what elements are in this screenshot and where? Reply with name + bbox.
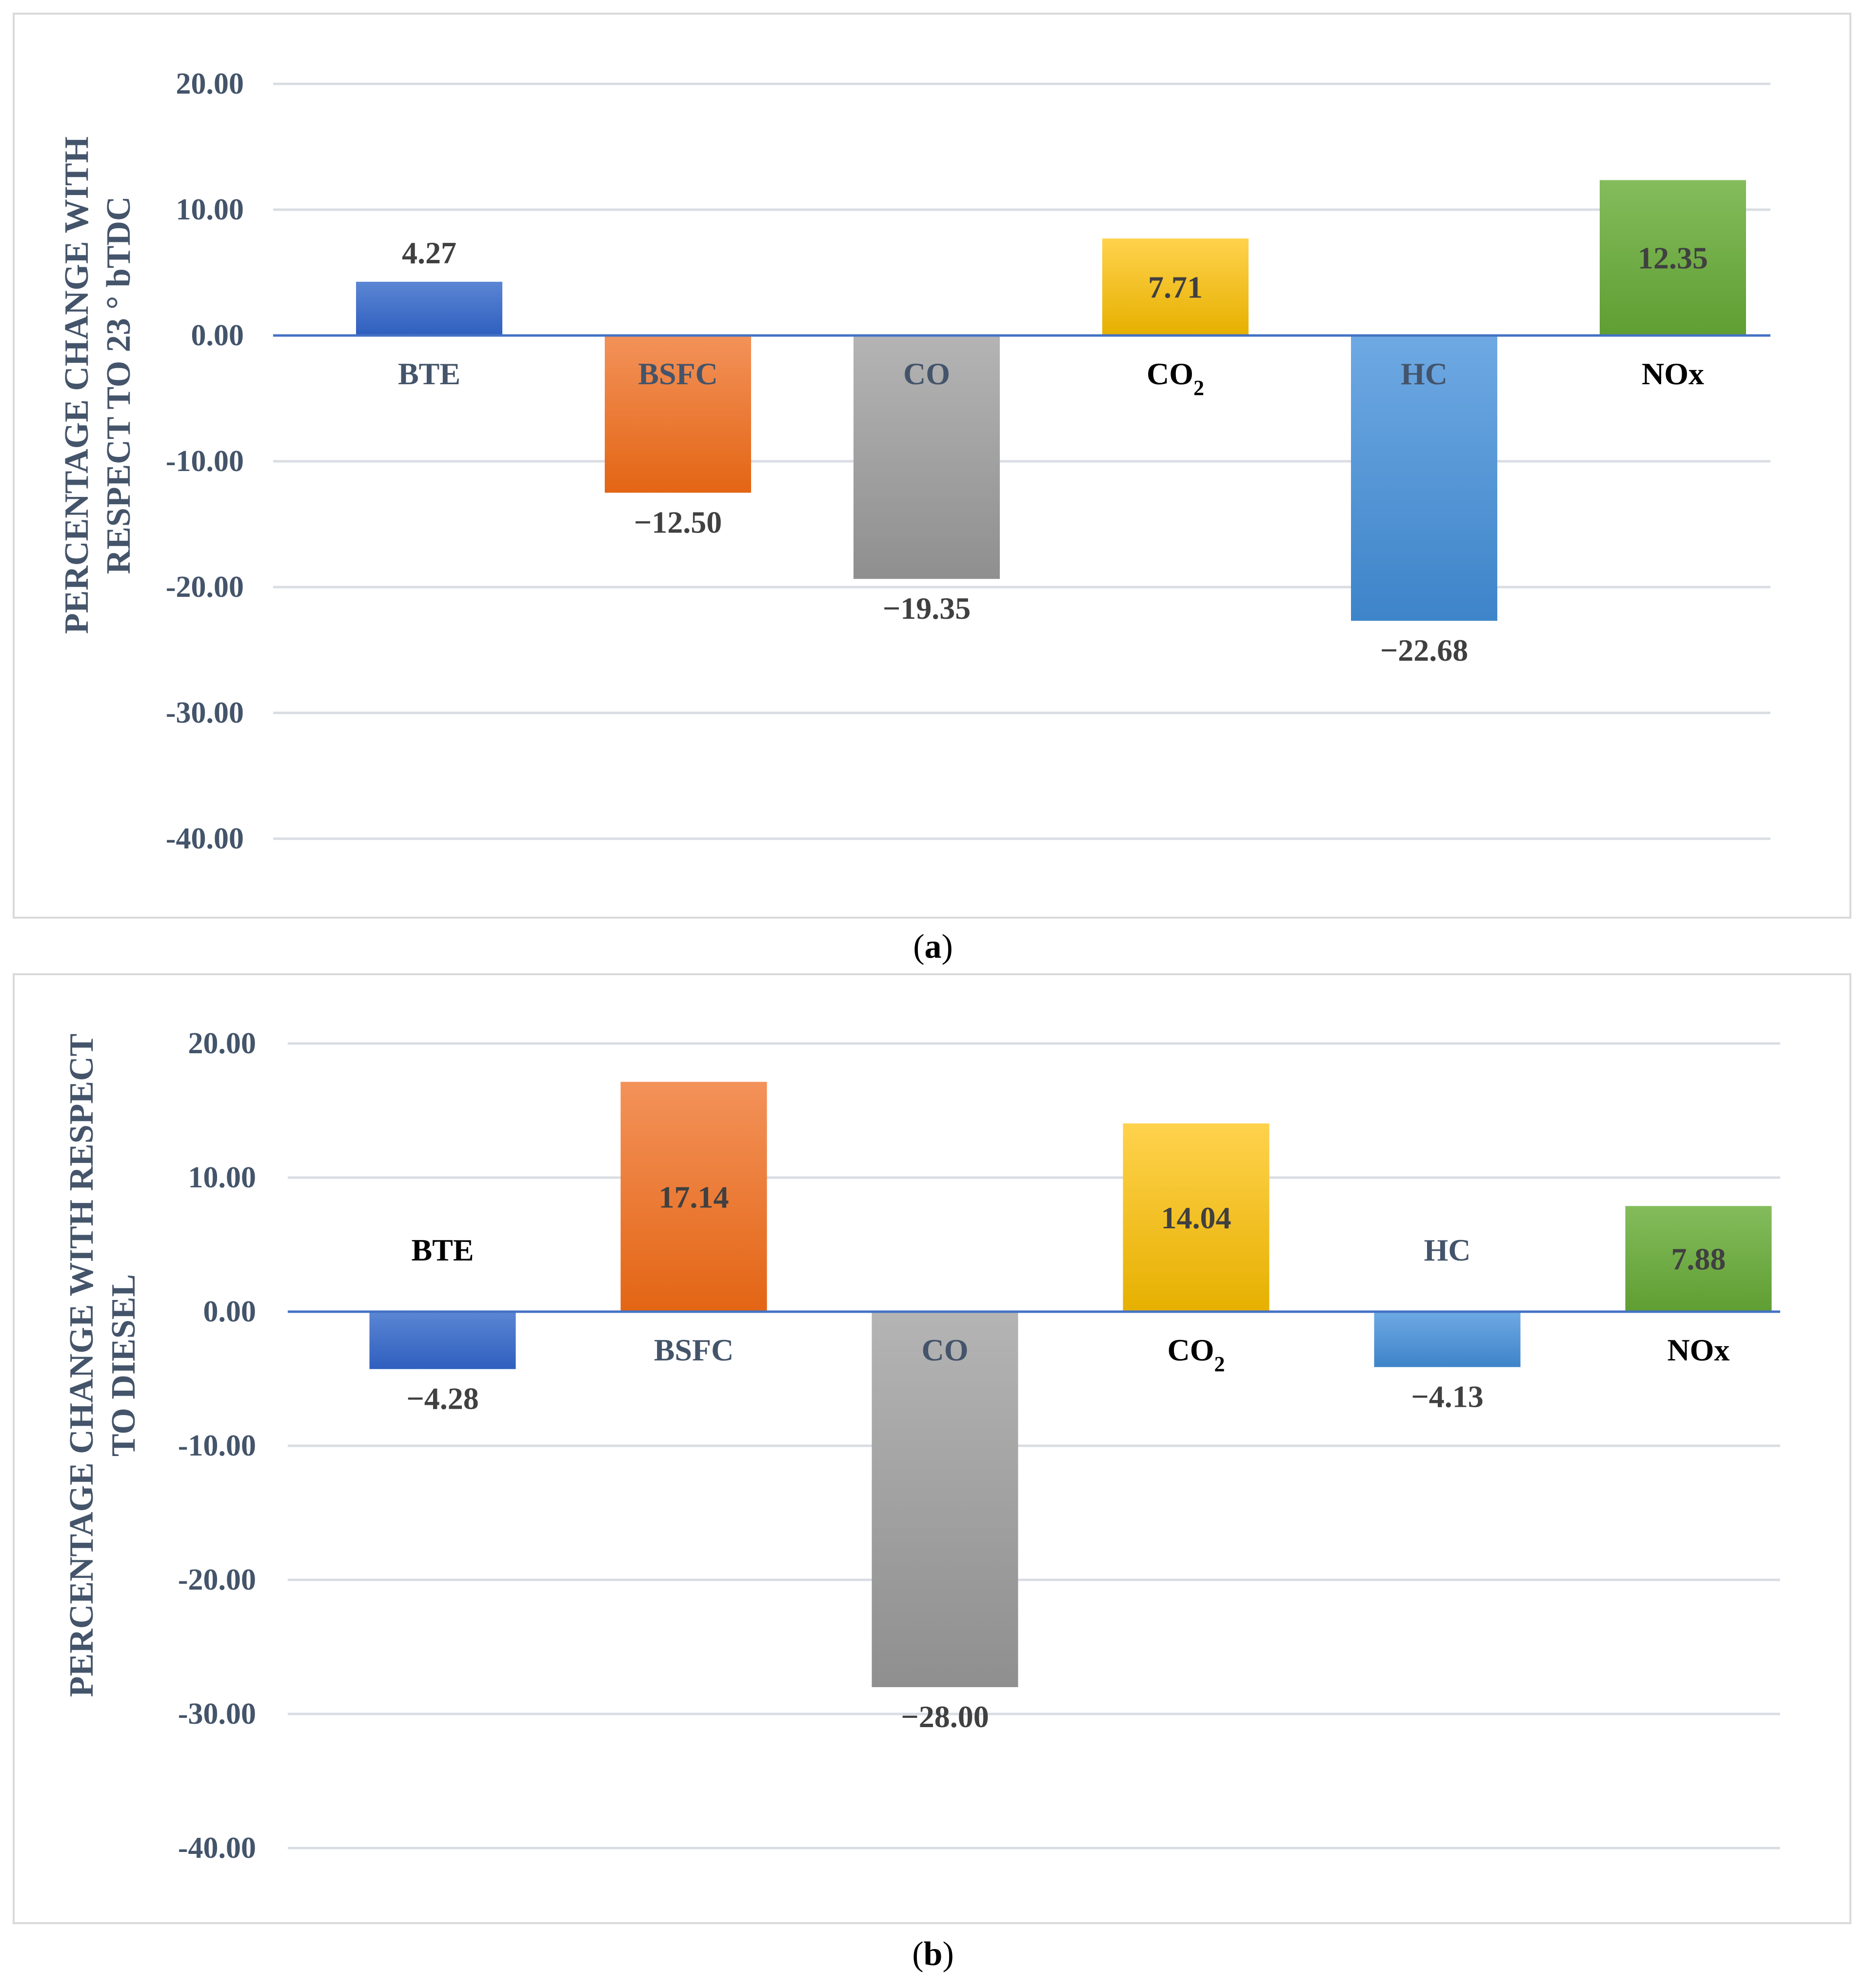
category-label-b-co2: CO2 xyxy=(1168,1333,1225,1376)
caption-b-label: b xyxy=(923,1935,943,1973)
bar-b-bte xyxy=(369,1312,516,1369)
y-axis-title-b-line-0: PERCENTAGE CHANGE WITH RESPECT xyxy=(63,1034,100,1697)
value-label-a-nox: 12.35 xyxy=(1638,241,1708,276)
value-label-b-co2: 14.04 xyxy=(1161,1201,1231,1235)
value-label-b-bsfc: 17.14 xyxy=(659,1180,729,1214)
bar-b-co2 xyxy=(1123,1123,1270,1312)
category-label-a-co2: CO2 xyxy=(1147,356,1204,400)
y-tick-label-b-3: -10.00 xyxy=(178,1429,256,1462)
bar-b-bsfc xyxy=(620,1082,767,1312)
y-tick-label-b-0: 20.00 xyxy=(188,1027,257,1060)
y-tick-label-b-5: -30.00 xyxy=(178,1697,256,1731)
value-label-a-bsfc: −12.50 xyxy=(634,505,722,540)
value-label-b-nox: 7.88 xyxy=(1671,1242,1726,1277)
category-label-b-hc: HC xyxy=(1424,1233,1471,1267)
y-axis-title-a-line-0: PERCENTAGE CHANGE WITH xyxy=(58,137,96,634)
bar-a-co xyxy=(854,335,1000,579)
value-label-b-hc: −4.13 xyxy=(1411,1379,1483,1414)
bar-b-nox xyxy=(1625,1206,1772,1312)
bar-a-bsfc xyxy=(605,335,751,493)
bar-a-bte xyxy=(356,281,502,335)
y-axis-title-b-line-1: TO DIESEL xyxy=(105,1274,142,1457)
bar-b-co xyxy=(872,1312,1018,1687)
value-label-a-bte: 4.27 xyxy=(402,236,457,270)
category-label-a-bsfc: BSFC xyxy=(638,356,718,391)
bar-a-hc xyxy=(1351,335,1497,621)
category-label-b-nox: NOx xyxy=(1667,1333,1730,1367)
caption-b: (b) xyxy=(912,1935,954,1973)
bar-a-co2 xyxy=(1102,238,1249,335)
value-label-b-co: −28.00 xyxy=(901,1699,989,1734)
caption-a-label: a xyxy=(924,928,942,965)
value-label-a-hc: −22.68 xyxy=(1380,633,1468,668)
y-tick-label-b-6: -40.00 xyxy=(178,1831,256,1865)
y-tick-label-a-4: -20.00 xyxy=(166,571,244,604)
category-label-b-bsfc: BSFC xyxy=(654,1333,734,1367)
chart-panel-a: 20.00 10.00 0.00 -10.00 -20.00 -30.00 -40.00 PE… xyxy=(13,13,1851,919)
y-tick-label-b-1: 10.00 xyxy=(188,1161,257,1194)
y-tick-label-a-6: -40.00 xyxy=(166,822,244,855)
y-axis-title-a-line-1: RESPECT TO 23 ° bTDC xyxy=(100,197,138,574)
y-tick-label-a-3: -10.00 xyxy=(166,445,244,478)
chart-b-svg: 20.00 10.00 0.00 -10.00 -20.00 -30.00 -40.00 PE… xyxy=(63,1027,1780,1865)
caption-a: (a) xyxy=(913,928,953,965)
bar-a-nox xyxy=(1600,180,1746,335)
value-label-b-bte: −4.28 xyxy=(406,1381,478,1416)
y-tick-label-a-0: 20.00 xyxy=(176,67,244,100)
y-tick-label-b-4: -20.00 xyxy=(178,1563,256,1596)
category-label-b-co: CO xyxy=(922,1333,969,1367)
bar-b-hc xyxy=(1374,1312,1521,1367)
y-tick-label-a-1: 10.00 xyxy=(176,193,244,226)
y-tick-label-b-2: 0.00 xyxy=(203,1295,257,1328)
value-label-a-co: −19.35 xyxy=(883,591,971,626)
y-tick-label-a-2: 0.00 xyxy=(191,319,244,352)
category-label-a-co: CO xyxy=(903,356,950,391)
category-label-b-bte: BTE xyxy=(411,1233,474,1267)
category-label-a-bte: BTE xyxy=(398,356,460,391)
category-label-a-nox: NOx xyxy=(1642,356,1704,391)
chart-panel-b: 20.00 10.00 0.00 -10.00 -20.00 -30.00 -40.00 PE… xyxy=(13,973,1851,1924)
chart-a-svg: 20.00 10.00 0.00 -10.00 -20.00 -30.00 -40.00 PE… xyxy=(58,67,1770,855)
y-tick-label-a-5: -30.00 xyxy=(166,696,244,729)
value-label-a-co2: 7.71 xyxy=(1148,270,1203,305)
category-label-a-hc: HC xyxy=(1401,356,1448,391)
